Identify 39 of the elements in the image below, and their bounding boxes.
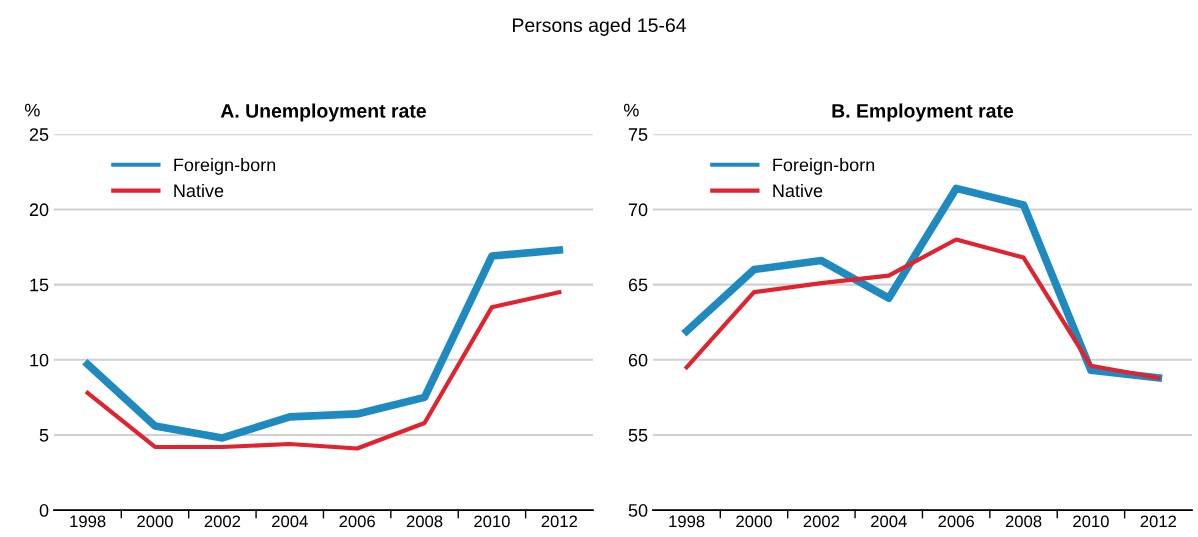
chart-title: B. Employment rate (832, 103, 1014, 122)
x-tick-label: 1998 (669, 515, 705, 528)
x-tick-label: 2008 (406, 515, 443, 528)
x-tick-label: 2010 (1073, 515, 1109, 528)
line-series (684, 237, 1161, 380)
x-tick-label: 2002 (204, 515, 241, 528)
x-tick-label: 2002 (803, 515, 840, 528)
legend-label: Foreign-born (773, 158, 875, 175)
chart-subtitle: Persons aged 15-64 (513, 17, 686, 36)
y-tick-label: 15 (30, 278, 49, 292)
x-tick-label: 2008 (1005, 515, 1042, 528)
x-tick-label: 2006 (938, 515, 974, 528)
chart-title: A. Unemployment rate (220, 103, 426, 122)
y-axis-title: % (623, 103, 639, 117)
y-axis-title: % (24, 103, 40, 117)
y-tick-label: 10 (30, 353, 49, 367)
y-tick-label: 70 (628, 203, 648, 217)
y-tick-label: 25 (29, 128, 49, 141)
y-tick-label: 55 (628, 429, 648, 442)
x-tick-label: 2004 (272, 515, 308, 528)
y-tick-label: 0 (39, 504, 49, 517)
x-tick-label: 2010 (474, 515, 510, 528)
y-tick-label: 50 (628, 504, 648, 517)
y-tick-label: 65 (628, 278, 648, 292)
x-tick-label: 2000 (736, 515, 772, 528)
y-tick-label: 60 (628, 353, 648, 367)
line-series (85, 290, 562, 451)
legend-label: Foreign-born (174, 158, 276, 175)
y-tick-label: 5 (39, 429, 49, 442)
x-tick-label: 2012 (1140, 515, 1177, 528)
legend-label: Native (773, 183, 823, 198)
y-tick-label: 75 (628, 128, 648, 141)
x-tick-label: 2000 (137, 515, 173, 528)
legend-label: Native (174, 183, 224, 198)
x-tick-label: 1998 (70, 515, 106, 528)
x-tick-label: 2006 (339, 515, 375, 528)
y-tick-label: 20 (29, 203, 49, 217)
x-tick-label: 2004 (871, 515, 907, 528)
x-tick-label: 2012 (541, 515, 578, 528)
